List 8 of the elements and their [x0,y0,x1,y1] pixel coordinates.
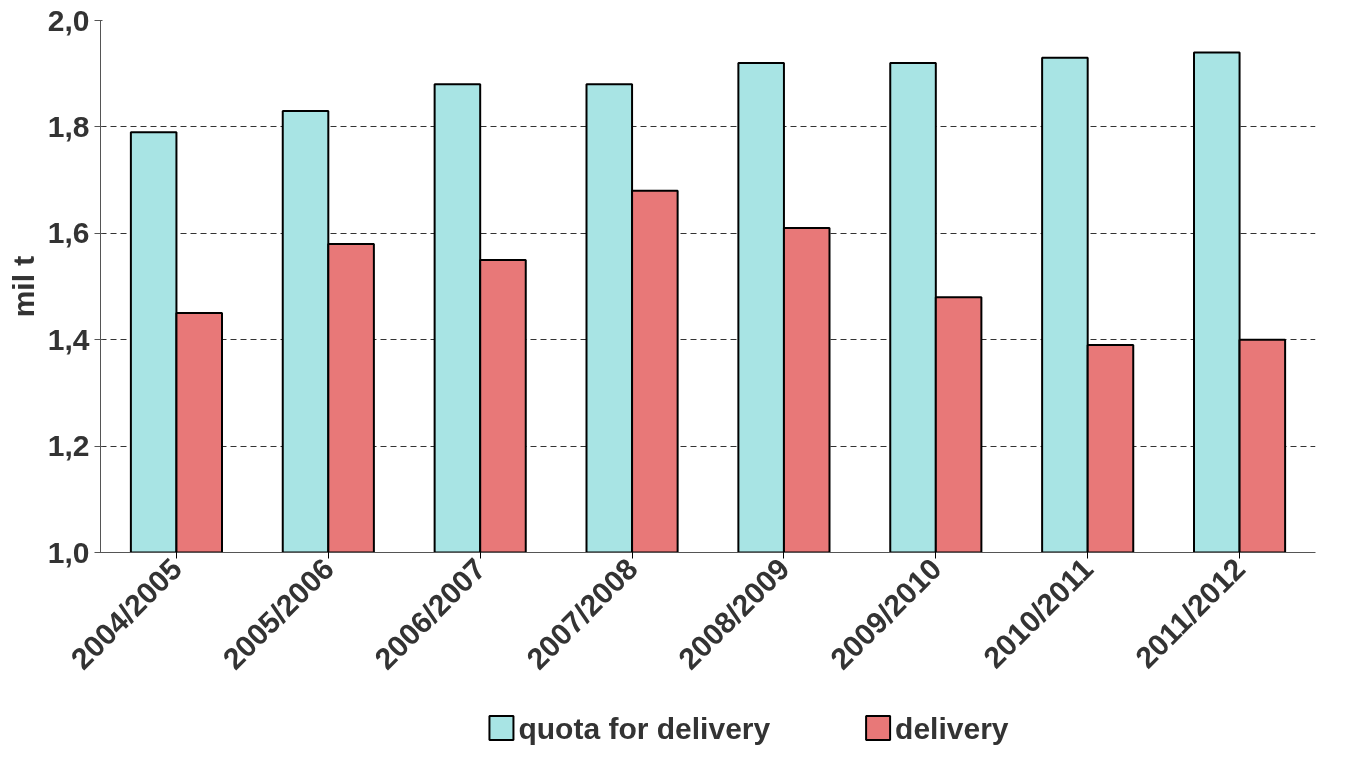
legend-label: quota for delivery [518,711,771,745]
y-axis-title: mil t [6,255,40,318]
y-tick-label: 1,2 [47,429,90,463]
legend-label: delivery [895,711,1009,745]
y-tick-label: 1,4 [47,322,90,356]
y-tick-label: 2,0 [47,3,90,37]
y-tick-label: 1,8 [47,109,90,143]
y-tick-label: 1,6 [47,216,90,250]
